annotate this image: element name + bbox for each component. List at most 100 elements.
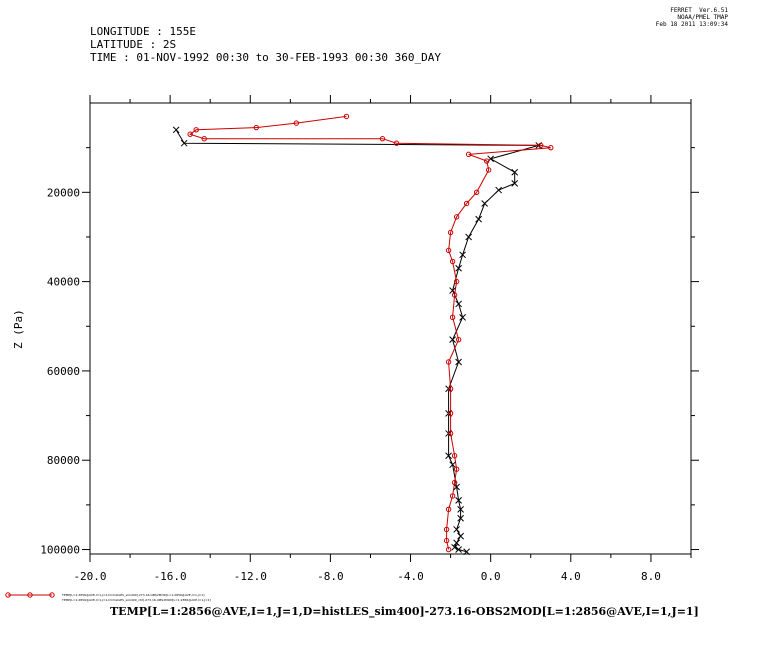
series-2-point — [447, 430, 454, 437]
marker-stroke — [457, 514, 464, 522]
series-1-point — [457, 505, 464, 513]
marker-stroke — [453, 539, 460, 547]
series-2-point — [451, 453, 458, 459]
series-1-point — [475, 215, 483, 223]
stamp-line-3: Feb 18 2011 13:09:34 — [655, 21, 728, 28]
x-tick-label: -8.0 — [317, 570, 344, 583]
marker-stroke — [449, 287, 456, 294]
series-2-point — [465, 151, 472, 158]
series-lines — [175, 115, 551, 553]
series-2-point — [443, 537, 450, 544]
series-2-point — [463, 200, 470, 207]
series-2-point — [293, 120, 300, 126]
marker-stroke — [172, 126, 180, 134]
series-2-point — [453, 278, 460, 285]
legend-entry-1: TEMP[L=1:2856@AVE,I=1,J=1,D=histLES_sim4… — [62, 593, 205, 597]
series-1-point — [455, 358, 462, 366]
series-2-point — [451, 292, 458, 298]
series-2-point — [473, 189, 480, 196]
longitude-label: LONGITUDE : 155E — [90, 25, 196, 38]
x-tick-label: 4.0 — [561, 570, 581, 583]
series-1-point — [459, 251, 466, 259]
y-tick-label: 100000 — [40, 544, 80, 557]
series-2-point — [483, 158, 490, 164]
marker-stroke — [453, 483, 460, 491]
stamp-line-2: NOAA/PMEL TMAP — [677, 14, 728, 21]
y-axis-label: Z (Pa) — [12, 309, 25, 349]
series-2-line — [189, 115, 551, 550]
series-2-point — [548, 144, 554, 151]
series-1-point — [451, 543, 458, 551]
marker-stroke — [455, 358, 462, 366]
series-1-point — [455, 546, 462, 553]
series-2-point — [451, 479, 458, 486]
marker-stroke — [455, 264, 462, 272]
marker-stroke — [481, 200, 489, 207]
series-1-line — [175, 129, 539, 553]
series-2-point — [445, 359, 452, 365]
series-1-point — [457, 532, 464, 540]
marker-stroke — [455, 497, 462, 504]
series-2-point — [187, 131, 193, 137]
marker-stroke — [455, 546, 462, 553]
y-tick-label: 80000 — [47, 454, 80, 467]
series-1-point — [511, 168, 519, 176]
legend-marker — [49, 592, 55, 598]
marker-stroke — [457, 505, 464, 513]
series-1-point — [457, 514, 464, 522]
marker-stroke — [459, 313, 466, 321]
series-2-point — [453, 214, 460, 220]
y-tick-label: 60000 — [47, 365, 80, 378]
y-tick-label: 20000 — [47, 186, 80, 199]
series-2-point — [449, 314, 456, 321]
series-2-point — [443, 526, 450, 533]
marker-stroke — [465, 233, 472, 241]
series-2-point — [253, 124, 259, 131]
series-2-point — [343, 113, 350, 120]
ferret-stamp: FERRET Ver.6.51 NOAA/PMEL TMAP Feb 18 20… — [656, 7, 728, 28]
marker-stroke — [180, 139, 188, 147]
x-tick-label: -12.0 — [234, 570, 267, 583]
series-1-point — [180, 139, 188, 147]
axis-ticks: -20.0 -16.0 -12.0 -8.0 -4.0 0.0 4.0 8.0 20000 400… — [40, 95, 699, 583]
plot-frame — [89, 102, 692, 555]
series-2-point — [201, 136, 207, 142]
x-tick-label: -4.0 — [397, 570, 424, 583]
marker-stroke — [449, 336, 456, 344]
series-1-point — [172, 126, 180, 134]
series-2-point — [193, 127, 199, 133]
series-2-point — [447, 229, 454, 236]
legend-entry-2: TEMP[L=1:2856@AVE,I=1,J=1,D=histLES_sim4… — [62, 598, 211, 602]
legend-marker — [27, 592, 33, 598]
marker-stroke — [511, 180, 519, 187]
chart-title: TEMP[L=1:2856@AVE,I=1,J=1,D=histLES_sim4… — [110, 605, 699, 618]
series-1-point — [453, 526, 460, 533]
x-tick-label: 8.0 — [641, 570, 661, 583]
marker-stroke — [459, 251, 466, 259]
series-2-point — [453, 466, 460, 472]
series-2-point — [538, 142, 544, 149]
x-tick-label: 0.0 — [481, 570, 501, 583]
legend-marker — [5, 592, 11, 598]
marker-stroke — [453, 526, 460, 533]
y-tick-label: 40000 — [47, 276, 80, 289]
series-2-point — [445, 506, 452, 513]
marker-stroke — [455, 300, 462, 308]
series-1-point — [449, 336, 456, 344]
series-2-point — [445, 546, 452, 553]
series-1-point — [495, 186, 503, 194]
series-1-point — [453, 539, 460, 547]
series-1-point — [445, 452, 452, 460]
time-label: TIME : 01-NOV-1992 00:30 to 30-FEB-1993 … — [90, 51, 441, 64]
series-1-point — [449, 461, 456, 469]
x-tick-label: -20.0 — [73, 570, 106, 583]
series-markers — [172, 113, 554, 556]
series-2-point — [485, 167, 492, 173]
series-2-point — [449, 493, 456, 499]
marker-stroke — [463, 548, 470, 556]
series-2-point — [379, 136, 386, 142]
series-2-point — [455, 336, 462, 343]
x-tick-label: -16.0 — [154, 570, 187, 583]
series-2-point — [393, 140, 400, 146]
